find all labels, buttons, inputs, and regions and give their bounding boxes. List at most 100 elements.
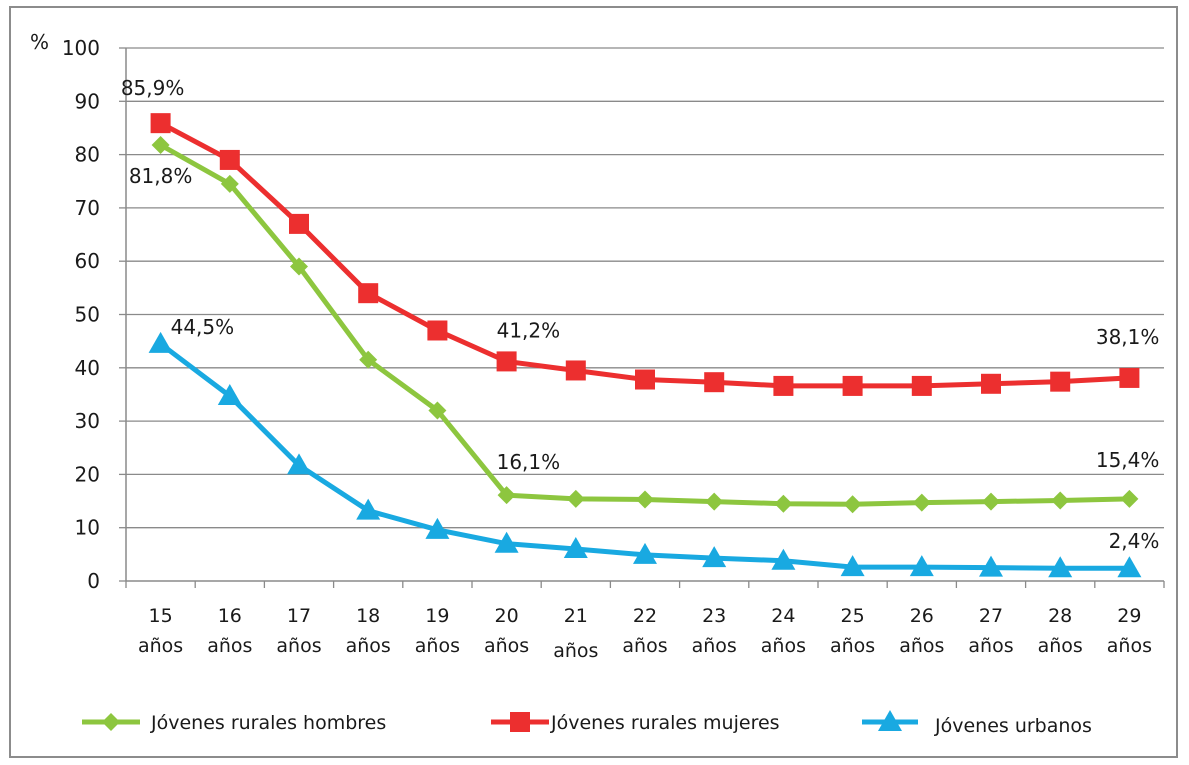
x-tick-label: 16 <box>218 605 242 627</box>
data-point <box>633 542 657 564</box>
y-axis-label: % <box>30 30 49 54</box>
data-point <box>563 537 588 559</box>
x-tick-label: 21 <box>564 605 588 627</box>
y-tick-label: 20 <box>75 462 100 486</box>
series-line <box>159 142 1130 507</box>
data-point <box>217 384 242 406</box>
x-tick-label: años <box>761 635 806 657</box>
data-point <box>635 369 655 390</box>
legend-marker <box>102 713 120 731</box>
legend-item: Jóvenes rurales hombres <box>82 712 386 734</box>
x-tick-label: años <box>1107 635 1152 657</box>
x-tick-label: años <box>622 635 667 657</box>
y-tick-label: 10 <box>75 516 100 540</box>
legend: Jóvenes rurales hombres Jóvenes rurales m… <box>82 710 1092 737</box>
data-point <box>289 213 309 234</box>
data-point <box>1050 371 1071 392</box>
legend-item: Jóvenes rurales mujeres <box>491 712 780 734</box>
x-tick-label: 24 <box>771 605 795 627</box>
data-point <box>497 486 516 505</box>
x-tick-label: años <box>1038 635 1083 657</box>
y-tick-label: 30 <box>75 409 100 433</box>
y-tick-label: 90 <box>75 89 100 113</box>
y-tick-label: 50 <box>75 303 100 327</box>
x-tick-label: años <box>415 635 460 657</box>
data-point <box>566 489 585 508</box>
data-point <box>909 555 934 577</box>
data-point <box>842 375 863 396</box>
gridlines <box>126 47 1164 529</box>
x-tick-label: años <box>830 635 875 657</box>
legend-label: Jóvenes rurales hombres <box>150 712 386 734</box>
y-tick-label: 60 <box>75 249 100 273</box>
data-point <box>148 331 173 353</box>
x-tick-label: años <box>207 635 252 657</box>
legend-marker <box>878 710 902 731</box>
data-point <box>774 494 793 513</box>
x-tick-label: 17 <box>287 605 311 627</box>
x-tick-label: 25 <box>841 605 865 627</box>
data-label: 38,1% <box>1096 325 1160 349</box>
series-diamond <box>151 136 1139 514</box>
data-label: 15,4% <box>1096 448 1160 472</box>
x-tick-label: 23 <box>702 605 726 627</box>
x-tick-label: 18 <box>356 605 380 627</box>
legend-label: Jóvenes urbanos <box>934 715 1092 737</box>
x-tick-label: años <box>484 635 529 657</box>
data-point <box>425 517 450 539</box>
data-point <box>912 493 931 512</box>
data-point <box>1120 489 1139 508</box>
data-point <box>702 546 727 568</box>
data-point <box>840 555 865 577</box>
data-point <box>287 453 311 475</box>
x-tick-label: años <box>138 635 183 657</box>
data-point <box>704 372 725 393</box>
data-point <box>219 149 240 170</box>
x-tick-label: 26 <box>910 605 934 627</box>
y-tick-label: 80 <box>75 143 100 167</box>
data-point <box>771 548 796 570</box>
data-point <box>494 531 519 553</box>
x-tick-label: años <box>692 635 737 657</box>
x-tick-label: 15 <box>149 605 173 627</box>
series-line <box>159 120 1130 389</box>
series-triangle <box>148 331 1142 578</box>
x-tick-labels: 15 años 16 años 17 años 18 años 19 años 20 años 21 añ… <box>138 605 1152 662</box>
series-lines <box>148 113 1142 578</box>
x-tick-label: años <box>346 635 391 657</box>
y-tick-labels: 0 10 20 30 40 50 60 70 80 90 100 <box>62 36 100 593</box>
data-point <box>981 373 1001 394</box>
x-tick-label: 22 <box>633 605 657 627</box>
data-point <box>356 498 381 520</box>
y-tick-label: 100 <box>62 36 100 60</box>
x-tick-label: 28 <box>1048 605 1072 627</box>
data-point <box>979 555 1003 577</box>
data-point <box>1051 491 1070 510</box>
y-tick-label: 40 <box>75 356 100 380</box>
data-label: 81,8% <box>129 164 193 188</box>
x-tick-label: 29 <box>1117 605 1141 627</box>
data-point <box>150 113 171 134</box>
data-point <box>773 375 794 396</box>
x-tick-label: años <box>899 635 944 657</box>
legend-label: Jóvenes rurales mujeres <box>550 712 780 734</box>
y-tick-label: 70 <box>75 196 100 220</box>
data-label: 41,2% <box>497 318 561 342</box>
data-point <box>220 174 239 193</box>
y-tick-label: 0 <box>87 569 100 593</box>
x-tick-label: años <box>553 640 598 662</box>
data-point <box>290 257 308 276</box>
data-point <box>359 350 378 369</box>
data-point <box>565 360 586 381</box>
data-label: 44,5% <box>171 315 235 339</box>
data-point <box>358 283 379 304</box>
legend-marker <box>510 712 530 732</box>
data-labels: 81,8% 16,1% 15,4% 85,9% 41,2% 38,1% 44,5% 2,4% <box>121 76 1160 553</box>
data-point <box>982 492 1000 511</box>
x-tick-label: años <box>276 635 321 657</box>
x-tick-label: 27 <box>979 605 1003 627</box>
data-point <box>1048 556 1073 578</box>
x-tick-label: años <box>968 635 1013 657</box>
data-label: 85,9% <box>121 76 185 100</box>
